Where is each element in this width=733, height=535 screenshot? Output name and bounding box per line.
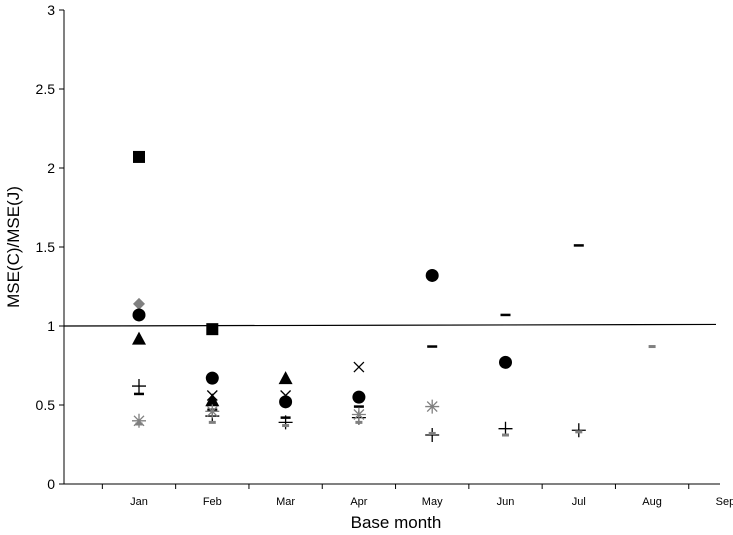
- y-tick-label: 0: [47, 476, 55, 492]
- y-tick-label: 2: [47, 160, 55, 176]
- data-point-square: [206, 323, 219, 336]
- y-axis-title: MSE(C)/MSE(J): [4, 186, 23, 308]
- x-tick-label: Mar: [276, 496, 295, 508]
- x-tick-label: May: [422, 496, 443, 508]
- data-point-triangle: [278, 371, 293, 385]
- data-point-star: [205, 404, 220, 419]
- x-tick-label: Jun: [497, 496, 515, 508]
- data-point-triangle: [132, 331, 146, 345]
- data-point-circle: [352, 390, 366, 404]
- y-tick-label: 3: [47, 2, 55, 18]
- data-point-star: [132, 413, 146, 428]
- data-point-triangle: [205, 393, 220, 407]
- x-tick-label: Feb: [203, 496, 222, 508]
- data-point-circle: [132, 308, 146, 322]
- x-tick-label: Aug: [642, 496, 662, 508]
- x-tick-label: Jan: [130, 496, 148, 508]
- x-tick-label: Apr: [350, 496, 367, 508]
- data-point-x: [353, 361, 365, 373]
- x-tick-label: Jul: [572, 496, 586, 508]
- data-points: [132, 150, 656, 443]
- y-tick-label: 0.5: [36, 397, 56, 413]
- y-tick-label: 1: [47, 318, 55, 334]
- data-point-square: [133, 150, 145, 163]
- data-point-star: [425, 399, 440, 414]
- x-tick-label: Sep: [716, 496, 733, 508]
- y-tick-label: 2.5: [36, 81, 56, 97]
- x-axis-title: Base month: [351, 513, 442, 532]
- data-point-x: [280, 390, 292, 401]
- reference-line: [63, 323, 717, 327]
- x-axis-ticks: Jan Feb Mar Apr May Jun Jul Aug Sep: [101, 484, 733, 508]
- data-point-plus: [278, 415, 293, 430]
- data-point-circle: [425, 268, 439, 282]
- y-tick-label: 1.5: [36, 239, 56, 255]
- data-point-x: [206, 390, 218, 401]
- data-point-plus: [498, 421, 513, 436]
- data-point-circle: [499, 355, 512, 369]
- data-point-plus: [425, 428, 440, 443]
- y-axis-ticks: 0 0.5 1 1.5 2 2.5 3: [36, 2, 64, 492]
- data-point-plus: [571, 423, 586, 438]
- data-point-diamond: [133, 297, 145, 310]
- data-point-circle: [205, 371, 219, 385]
- data-point-star: [351, 407, 366, 422]
- data-point-plus: [132, 379, 146, 394]
- data-point-circle: [279, 395, 293, 409]
